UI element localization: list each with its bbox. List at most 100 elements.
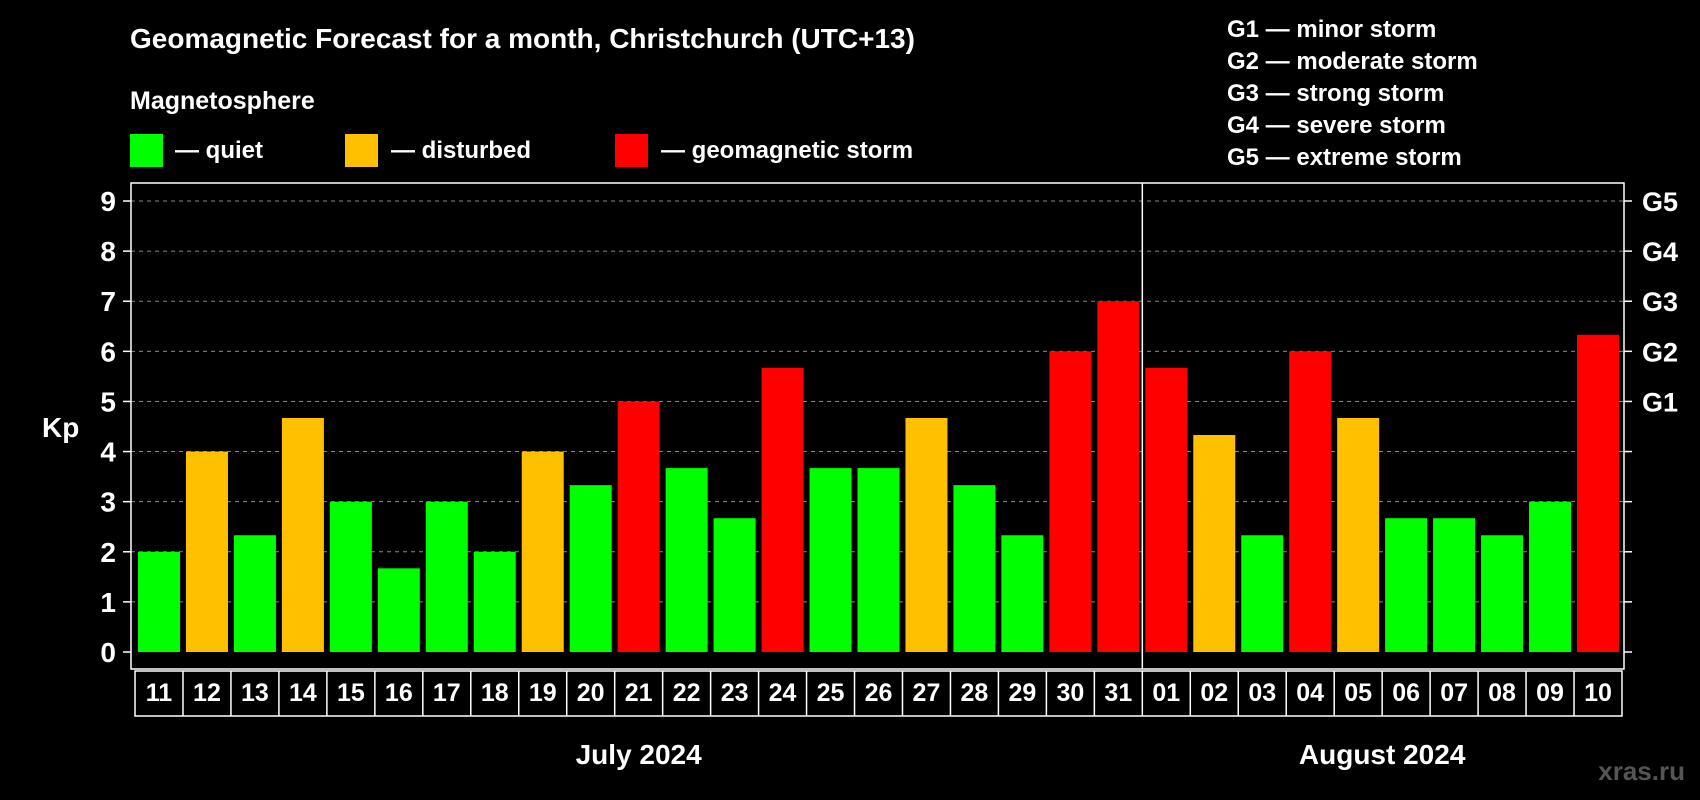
right-axis-label-g3: G3 — [1642, 287, 1678, 317]
bar-day-24 — [761, 367, 804, 652]
bar-day-05 — [1337, 417, 1380, 652]
x-tick-label: 24 — [769, 679, 797, 707]
bar-day-02 — [1193, 435, 1236, 652]
x-tick-label: 07 — [1440, 679, 1468, 707]
y-tick-label: 1 — [100, 587, 116, 618]
bar-day-23 — [713, 518, 756, 652]
y-tick-label: 3 — [100, 487, 116, 518]
x-tick-label: 01 — [1152, 679, 1180, 707]
y-tick-label: 6 — [100, 336, 116, 367]
x-tick-label: 14 — [289, 679, 317, 707]
bar-day-31 — [1097, 301, 1140, 652]
axes: 0 1 2 3 4 5 6 7 8 9 G1 G2 G3 G4 G5 — [100, 182, 1678, 670]
x-tick-label: 19 — [529, 679, 557, 707]
bar-day-07 — [1433, 518, 1476, 652]
legend-swatch-quiet — [130, 134, 163, 167]
watermark: xras.ru — [1598, 756, 1685, 786]
bar-day-12 — [185, 451, 228, 652]
legend-label-quiet: — quiet — [175, 137, 263, 164]
bar-day-25 — [809, 468, 852, 652]
x-tick-label: 28 — [961, 679, 989, 707]
x-tick-label: 04 — [1296, 679, 1324, 707]
x-tick-label: 18 — [481, 679, 509, 707]
bar-day-21 — [617, 401, 660, 652]
storm-scale-g3: G3 — strong storm — [1227, 80, 1444, 107]
x-axis-day-labels: 11 12 13 14 15 16 17 18 19 20 21 22 23 24 25 26 27 28 29 30… — [134, 670, 1623, 770]
bar-day-17 — [425, 501, 468, 652]
y-tick-label: 8 — [100, 236, 116, 267]
right-axis-label-g5: G5 — [1642, 187, 1678, 217]
chart-title: Geomagnetic Forecast for a month, Christ… — [130, 23, 915, 54]
right-axis-label-g4: G4 — [1642, 237, 1678, 267]
storm-scale-g4: G4 — severe storm — [1227, 112, 1446, 139]
x-tick-label: 29 — [1008, 679, 1036, 707]
plot-frame — [130, 182, 1625, 670]
bar-day-10 — [1577, 334, 1619, 652]
bar-day-03 — [1241, 535, 1284, 652]
x-tick-label: 20 — [577, 679, 605, 707]
x-tick-label: 21 — [625, 679, 653, 707]
bar-day-14 — [281, 417, 324, 652]
x-tick-label: 26 — [865, 679, 893, 707]
right-axis-label-g2: G2 — [1642, 337, 1678, 367]
x-tick-label: 27 — [913, 679, 941, 707]
y-tick-label: 2 — [100, 537, 116, 568]
x-tick-label: 15 — [337, 679, 365, 707]
legend: — quiet — disturbed — geomagnetic storm — [130, 134, 913, 167]
x-tick-label: 06 — [1392, 679, 1420, 707]
x-tick-label: 03 — [1248, 679, 1276, 707]
bar-day-30 — [1049, 351, 1092, 652]
bar-day-26 — [857, 468, 900, 652]
x-tick-label: 12 — [193, 679, 221, 707]
x-tick-label: 09 — [1536, 679, 1564, 707]
x-tick-label: 31 — [1104, 679, 1132, 707]
storm-scale-g1: G1 — minor storm — [1227, 16, 1436, 43]
x-tick-label: 17 — [433, 679, 461, 707]
bar-day-18 — [473, 551, 516, 652]
bar-day-06 — [1385, 518, 1428, 652]
bar-day-11 — [138, 551, 180, 652]
y-tick-label: 5 — [100, 386, 116, 417]
x-tick-label: 25 — [817, 679, 845, 707]
legend-swatch-storm — [615, 134, 648, 167]
bar-day-13 — [233, 535, 276, 652]
x-tick-label: 23 — [721, 679, 749, 707]
bar-day-16 — [377, 568, 420, 652]
bar-day-04 — [1289, 351, 1332, 652]
bar-day-20 — [569, 485, 612, 652]
y-tick-label: 0 — [100, 637, 116, 668]
storm-scale-g2: G2 — moderate storm — [1227, 48, 1478, 75]
legend-label-storm: — geomagnetic storm — [661, 137, 913, 164]
x-tick-label: 13 — [241, 679, 269, 707]
month-label-1: August 2024 — [1299, 739, 1466, 770]
storm-scale-legend: G1 — minor storm G2 — moderate storm G3 … — [1227, 16, 1478, 171]
bar-day-29 — [1001, 535, 1044, 652]
magnetosphere-heading: Magnetosphere — [130, 87, 315, 115]
bar-day-01 — [1145, 367, 1188, 652]
legend-label-disturbed: — disturbed — [391, 137, 531, 164]
y-tick-label: 7 — [100, 286, 116, 317]
x-tick-label: 08 — [1488, 679, 1516, 707]
x-tick-label: 30 — [1056, 679, 1084, 707]
x-tick-label: 22 — [673, 679, 701, 707]
day-label-frame — [134, 670, 1623, 717]
y-tick-label: 9 — [100, 186, 116, 217]
y-tick-label: 4 — [100, 437, 116, 468]
bars — [138, 301, 1619, 652]
storm-scale-g5: G5 — extreme storm — [1227, 144, 1462, 171]
bar-day-15 — [329, 501, 372, 652]
bar-day-27 — [905, 417, 948, 652]
bar-day-19 — [521, 451, 564, 652]
x-tick-label: 16 — [385, 679, 413, 707]
x-tick-label: 02 — [1200, 679, 1228, 707]
bar-day-08 — [1481, 535, 1524, 652]
x-tick-label: 11 — [146, 679, 173, 707]
right-axis-label-g1: G1 — [1642, 387, 1678, 417]
bar-day-22 — [665, 468, 708, 652]
y-axis-label: Kp — [42, 412, 79, 443]
x-tick-label: 05 — [1344, 679, 1372, 707]
bar-day-28 — [953, 485, 996, 652]
x-tick-label: 10 — [1584, 679, 1612, 707]
